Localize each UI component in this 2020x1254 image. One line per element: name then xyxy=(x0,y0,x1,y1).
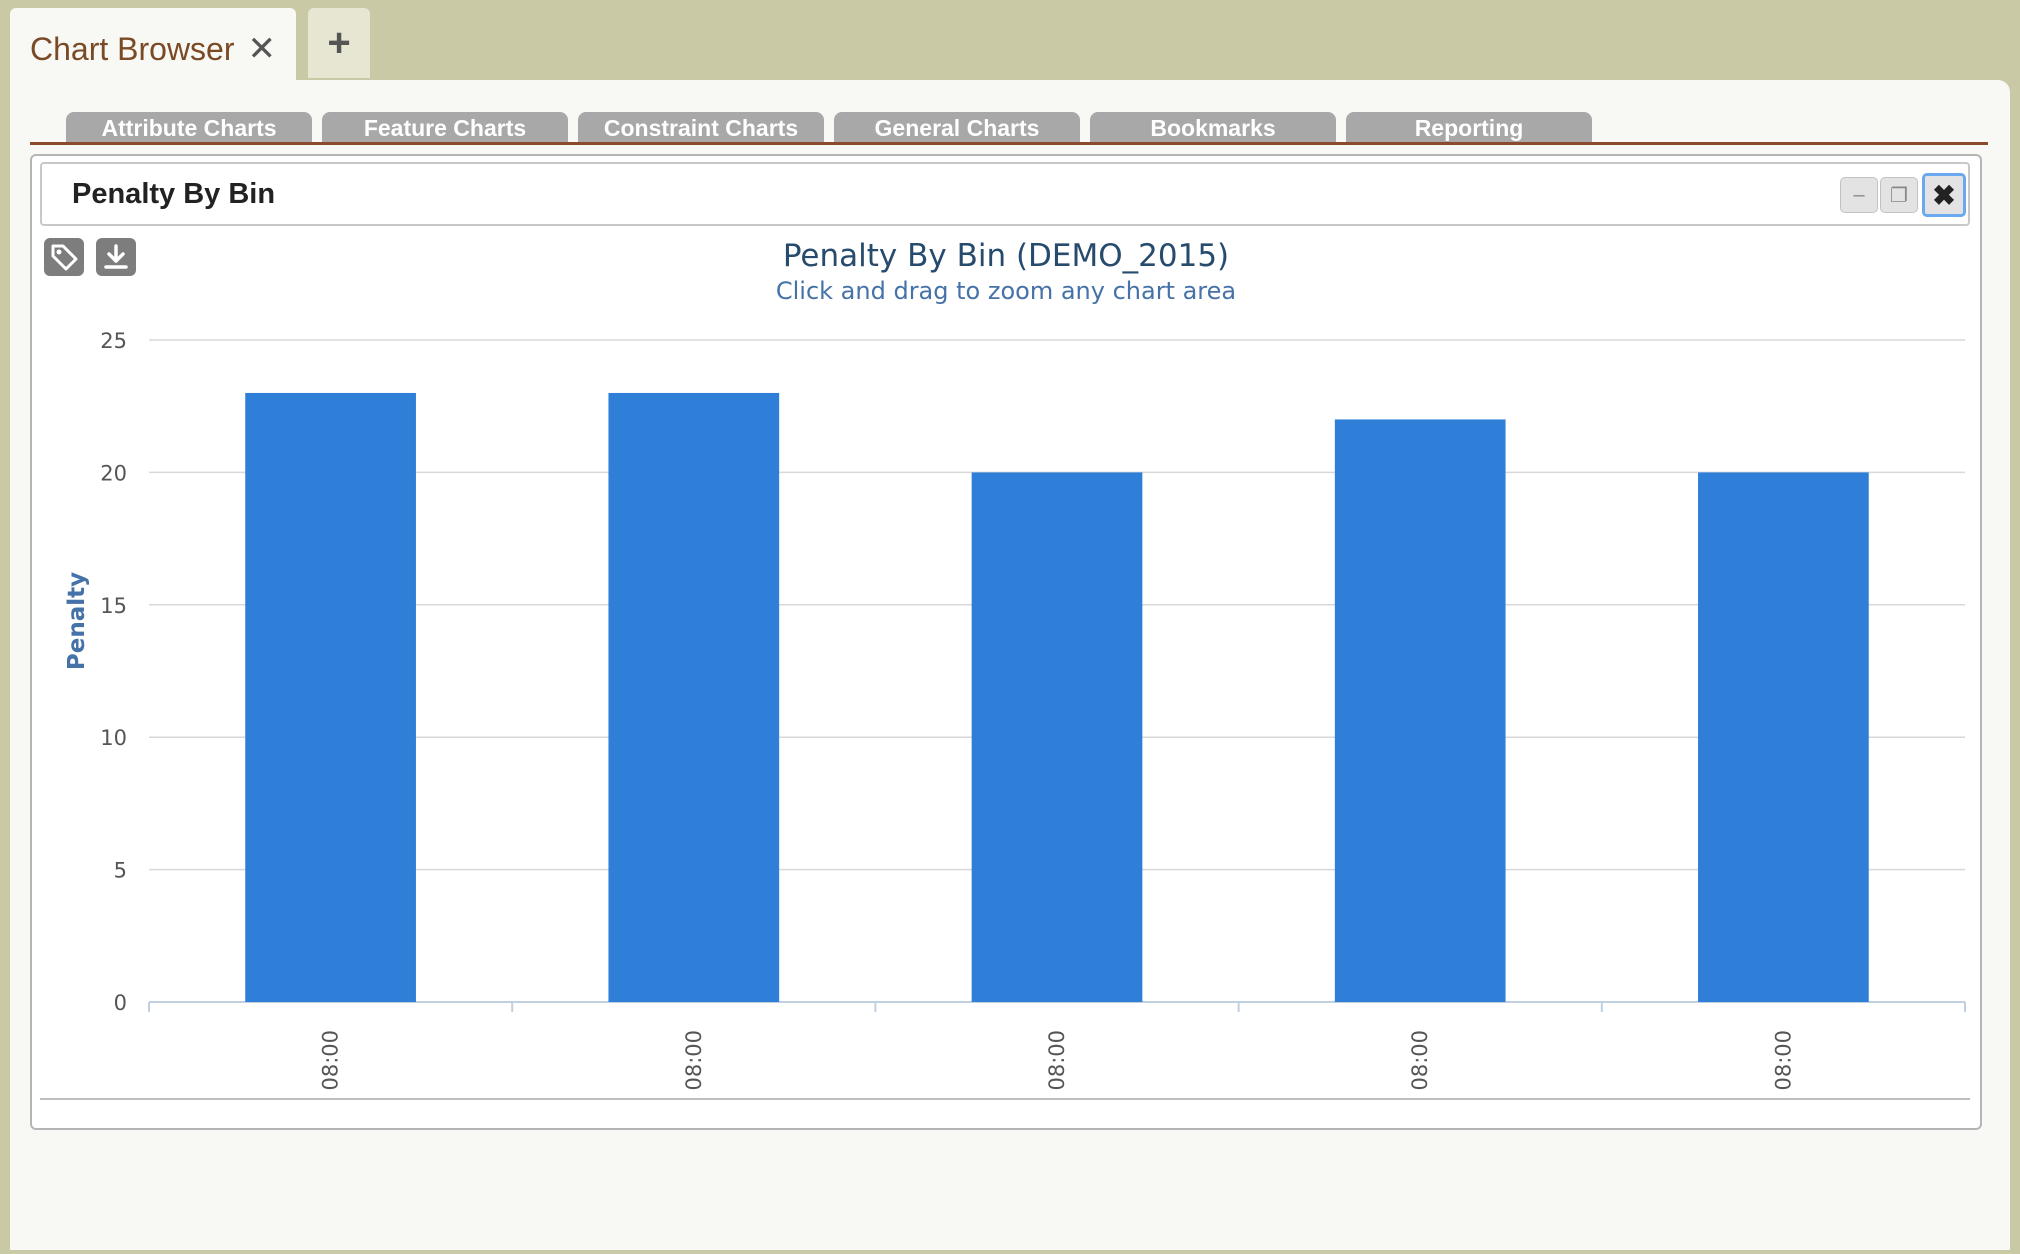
y-tick-label: 5 xyxy=(114,859,127,883)
tag-icon xyxy=(51,244,78,271)
chart-window: Penalty By Bin – ❐ ✖ Penalty By Bin (DEM… xyxy=(30,154,1982,1130)
tab-attribute-charts[interactable]: Attribute Charts xyxy=(66,112,312,144)
bar-1[interactable] xyxy=(245,392,416,1002)
tab-feature-charts[interactable]: Feature Charts xyxy=(322,112,568,144)
minimize-icon: – xyxy=(1853,183,1865,206)
tab-chart-browser[interactable]: Chart Browser ✕ xyxy=(10,8,296,90)
x-tick-labels: Jun 1 @ 08:00 Jun 2 @ 08:00 Jun 3 @ 08:00 J… xyxy=(319,1030,1796,1096)
tab-title: Chart Browser xyxy=(30,30,235,67)
bar-2[interactable] xyxy=(608,392,780,1002)
y-tick-label: 15 xyxy=(100,594,127,618)
download-button[interactable] xyxy=(96,238,136,276)
new-tab-button[interactable]: + xyxy=(308,8,370,78)
restore-icon: ❐ xyxy=(1890,184,1908,207)
x-tick-label: Jun 3 @ 08:00 xyxy=(1045,1030,1069,1096)
x-tick-label: Jun 4 @ 08:00 xyxy=(1408,1030,1432,1096)
download-icon xyxy=(104,244,128,269)
tab-general-charts[interactable]: General Charts xyxy=(834,112,1080,144)
tab-bookmarks[interactable]: Bookmarks xyxy=(1090,112,1336,144)
x-tick-label: Jun 1 @ 08:00 xyxy=(319,1030,343,1096)
y-tick-label: 10 xyxy=(100,726,127,750)
bars xyxy=(245,392,1869,1002)
window-title: Penalty By Bin xyxy=(72,178,276,210)
minimize-button[interactable]: – xyxy=(1840,177,1878,213)
y-tick-label: 25 xyxy=(100,329,127,353)
tab-constraint-charts[interactable]: Constraint Charts xyxy=(578,112,824,144)
chart-title: Penalty By Bin (DEMO_2015) xyxy=(783,238,1229,274)
bookmark-button[interactable] xyxy=(44,238,84,276)
subtab-divider xyxy=(30,142,1988,145)
subtab-bar: Attribute Charts Feature Charts Constrai… xyxy=(30,112,1988,146)
penalty-bar-chart[interactable]: Penalty By Bin (DEMO_2015) Click and dra… xyxy=(32,156,1982,1096)
restore-button[interactable]: ❐ xyxy=(1880,177,1918,213)
bar-3[interactable] xyxy=(971,472,1143,1002)
x-tick-label: Jun 2 @ 08:00 xyxy=(682,1030,706,1096)
y-tick-label: 0 xyxy=(114,991,127,1015)
window-header: Penalty By Bin – ❐ ✖ xyxy=(40,162,1970,226)
tab-reporting[interactable]: Reporting xyxy=(1346,112,1592,144)
chart-footer-divider xyxy=(40,1098,1970,1100)
close-icon: ✖ xyxy=(1932,179,1956,211)
bar-5[interactable] xyxy=(1698,472,1869,1002)
chart-subtitle: Click and drag to zoom any chart area xyxy=(776,277,1236,305)
close-window-button[interactable]: ✖ xyxy=(1922,173,1966,217)
bar-4[interactable] xyxy=(1334,419,1506,1002)
y-tick-labels: 0 5 10 15 20 25 xyxy=(100,329,127,1015)
x-tick-label: Jun 5 @ 08:00 xyxy=(1771,1030,1795,1096)
y-tick-label: 20 xyxy=(100,461,127,485)
y-axis-label: Penalty xyxy=(64,572,90,670)
tab-close-icon[interactable]: ✕ xyxy=(247,30,277,68)
